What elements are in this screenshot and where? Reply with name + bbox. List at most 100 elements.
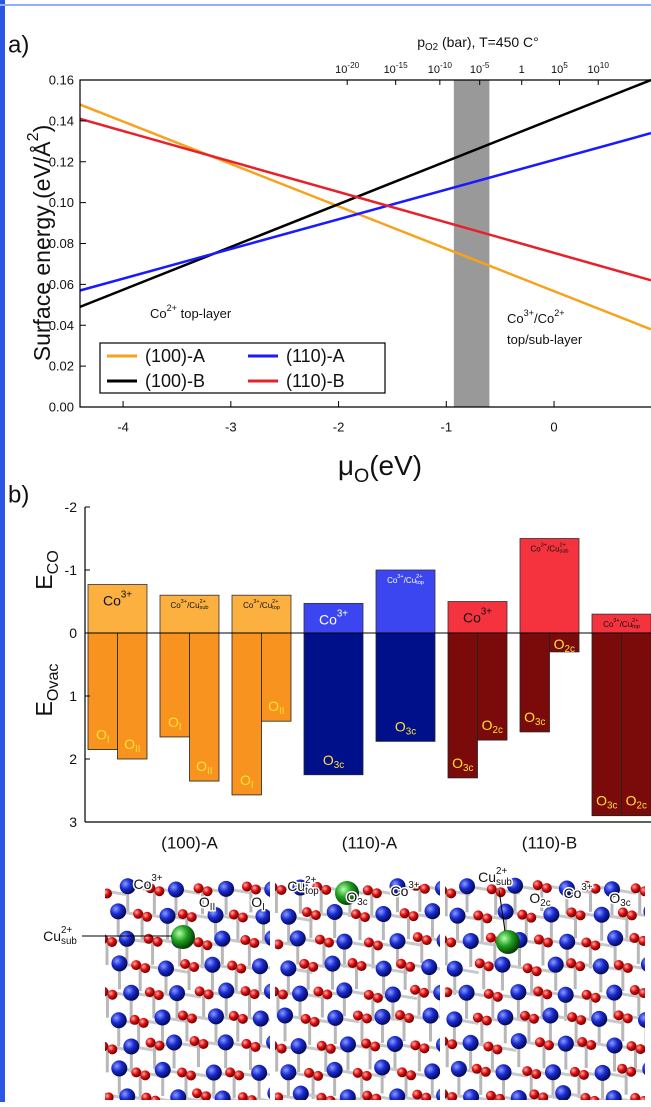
atom-o (357, 961, 367, 971)
atom-o (535, 1037, 545, 1047)
atom-o (316, 1093, 326, 1102)
atom-o (630, 1093, 640, 1102)
atom-o (311, 910, 321, 920)
atom-co (641, 956, 651, 972)
atom-o (194, 883, 204, 893)
atom-co (606, 1090, 622, 1102)
atom-co (291, 1038, 307, 1054)
atom-o (178, 909, 188, 919)
atom-co (497, 1009, 513, 1025)
eco-label-text: Co (243, 601, 254, 610)
atom-o (473, 910, 483, 920)
y-tick-label: -1 (65, 562, 78, 578)
atom-o (104, 1092, 114, 1102)
atom-o (400, 908, 410, 918)
atom-o (204, 989, 214, 999)
atom-co (253, 1011, 269, 1027)
structure-label-sub: 3c (620, 898, 630, 909)
series-line (80, 133, 651, 290)
atom-o (412, 1090, 422, 1100)
atom-o (240, 935, 250, 945)
atom-o (364, 937, 374, 947)
page: a)0.000.020.040.060.080.100.120.140.16-4… (0, 0, 651, 1102)
atom-o (586, 1040, 596, 1050)
atom-co (389, 933, 405, 949)
atom-co (548, 957, 564, 973)
ovac-label-sub: I (107, 735, 110, 746)
atom-o (447, 1039, 457, 1049)
annotation-sup: 2+ (167, 303, 177, 313)
atom-o (301, 1014, 311, 1024)
atom-co (293, 1086, 309, 1102)
atom-co (206, 1065, 222, 1081)
atom-co (463, 1035, 479, 1051)
atom-o (131, 1067, 141, 1077)
top-x-tick-label: 10-5 (470, 61, 490, 76)
structure-label-sup: 2+ (61, 925, 72, 936)
atom-co (607, 1038, 623, 1054)
eco-label-text: Co (103, 592, 121, 608)
atom-o (146, 1038, 156, 1048)
atom-o (396, 959, 406, 969)
x-tick-label: -4 (117, 420, 129, 435)
atom-o (373, 993, 383, 1003)
structure-label-text: Co (390, 883, 408, 899)
atom-co (607, 930, 623, 946)
atom-co (251, 1065, 267, 1081)
x-tick-label: 0 (550, 420, 557, 435)
atom-o (567, 1012, 577, 1022)
atom-o (405, 962, 415, 972)
atom-co (422, 1008, 438, 1024)
atom-o (140, 1070, 150, 1080)
atom-co (280, 1064, 296, 1080)
atom-o (227, 961, 237, 971)
atom-o (324, 938, 334, 948)
annotation-sup: 3+ (524, 308, 534, 318)
atom-o (142, 912, 152, 922)
eco-label-sub: sub (200, 605, 209, 611)
atom-co (340, 1089, 356, 1102)
atom-cu (171, 925, 195, 949)
atom-o (538, 1092, 548, 1102)
ovac-label-text: O (524, 709, 535, 725)
annotation-sup: 2+ (554, 308, 564, 318)
annotation-text: top-layer (177, 306, 232, 321)
atom-o (360, 912, 370, 922)
atom-o (238, 1014, 248, 1024)
atom-o (544, 1040, 554, 1050)
atom-o (581, 937, 591, 947)
x-tick-label: (110)-B (522, 834, 577, 853)
atom-o (225, 1067, 235, 1077)
atom-co (119, 931, 135, 947)
eco-label-text: /Cu (547, 544, 559, 553)
atom-co (111, 955, 127, 971)
atom-co (374, 1009, 390, 1025)
atom-co (642, 1061, 651, 1077)
atom-o (238, 1092, 248, 1102)
ovac-label-sub: 2c (565, 644, 575, 655)
atom-co (511, 1090, 527, 1102)
atom-co (327, 1062, 343, 1078)
structure-label-text: O (346, 889, 357, 905)
atom-co (154, 1009, 170, 1025)
atom-co (208, 1008, 224, 1024)
atom-o (446, 937, 456, 947)
atom-o (482, 913, 492, 923)
top-x-tick-exp: -15 (396, 61, 408, 70)
atom-o (517, 910, 527, 920)
atom-o (533, 986, 543, 996)
atom-o (310, 1017, 320, 1027)
atom-o (98, 934, 108, 944)
eco-label-sup: 3+ (337, 608, 348, 619)
y-tick-label: 3 (69, 814, 77, 830)
atom-co (594, 907, 610, 923)
atom-o (154, 990, 164, 1000)
top-x-tick-base: 10 (551, 64, 563, 76)
atom-o (493, 992, 503, 1002)
annotation: Co2+ top-layer (150, 303, 232, 321)
atom-o (187, 1013, 197, 1023)
atom-co (204, 957, 220, 973)
atom-o (579, 1070, 589, 1080)
eco-label: Co3+/Cu2+sub (530, 543, 568, 555)
atom-o (189, 962, 199, 972)
